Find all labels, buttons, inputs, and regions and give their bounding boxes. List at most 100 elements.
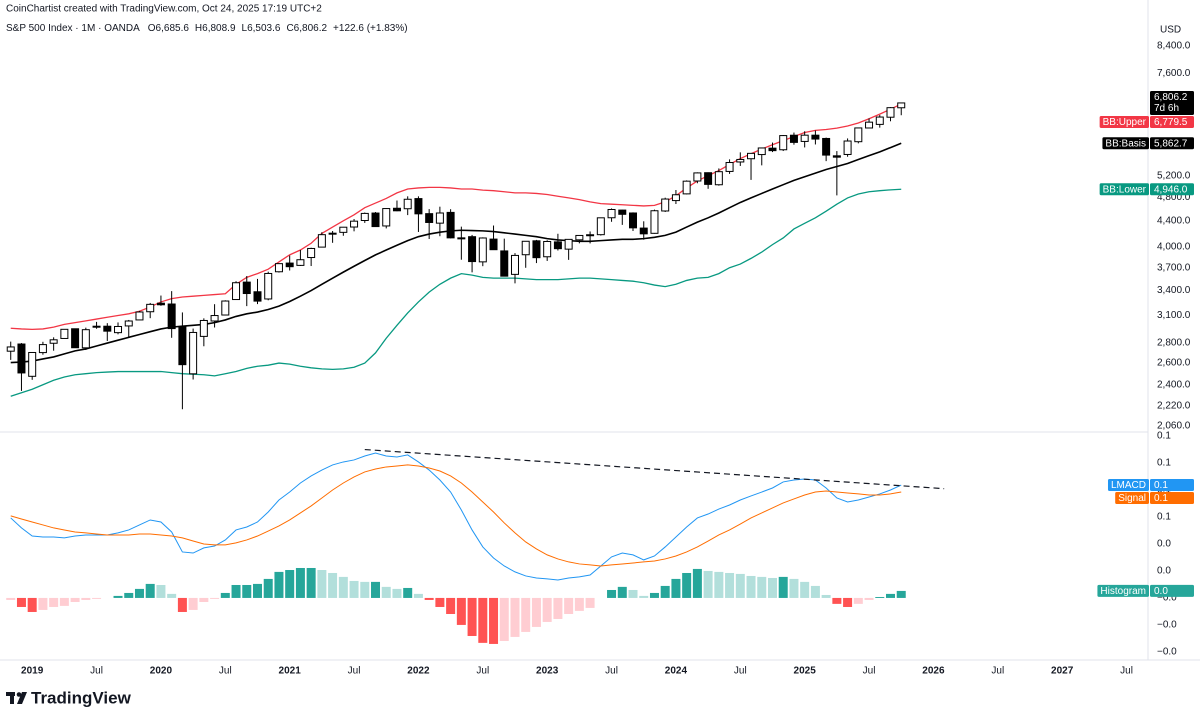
histogram-bar xyxy=(489,597,499,644)
candle-body xyxy=(232,282,241,301)
y-tick-label: 2,220.0 xyxy=(1157,400,1191,411)
candle-body xyxy=(489,238,498,251)
histogram-bar xyxy=(38,597,48,610)
ohlc-open: O6,685.6 xyxy=(148,23,190,34)
histogram-bar xyxy=(767,577,777,598)
candle-body xyxy=(425,213,434,223)
credit: CoinChartist created with TradingView.co… xyxy=(6,4,322,15)
pane xyxy=(6,102,906,410)
tag-value: 6,779.5 xyxy=(1154,117,1188,128)
histogram-bar xyxy=(585,597,595,608)
candle-body xyxy=(575,234,584,241)
candle-body xyxy=(736,158,745,163)
tag-value: 0.1 xyxy=(1154,480,1168,491)
candle-body xyxy=(714,171,723,186)
x-tick-label: Jul xyxy=(605,666,618,677)
histogram-bar xyxy=(778,576,788,598)
histogram-bar xyxy=(639,595,649,598)
tag-value-box xyxy=(1150,492,1194,505)
symbol: S&P 500 Index · 1M · OANDA xyxy=(6,23,140,34)
change: +122.6 (+1.83%) xyxy=(333,23,408,34)
indicator-line xyxy=(10,452,902,581)
ohlc-low: L6,503.6 xyxy=(242,23,281,34)
candle-body xyxy=(414,198,423,215)
histogram-bar xyxy=(660,585,670,598)
y-tick-label: 3,400.0 xyxy=(1157,285,1191,296)
x-tick-label: Jul xyxy=(991,666,1004,677)
candle-body xyxy=(650,210,659,234)
candle-body xyxy=(510,254,519,275)
x-tick-label: Jul xyxy=(90,666,103,677)
histogram-bar xyxy=(875,596,885,598)
candle-body xyxy=(457,237,466,240)
histogram-bar xyxy=(628,589,638,598)
histogram-bar xyxy=(16,597,26,607)
candle-body xyxy=(768,147,777,152)
histogram-bar xyxy=(199,597,209,602)
candle-body xyxy=(38,344,47,354)
histogram-bar xyxy=(553,597,563,619)
histogram-bar xyxy=(371,581,381,598)
candle-body xyxy=(382,208,391,227)
histogram-bar xyxy=(274,571,284,598)
candle-body xyxy=(60,328,69,339)
candle-body xyxy=(6,346,15,352)
candle-body xyxy=(500,250,509,277)
y-tick-label: −0.0 xyxy=(1157,593,1177,604)
candle-body xyxy=(285,262,294,268)
candle-body xyxy=(124,320,133,327)
histogram-bar xyxy=(220,592,230,598)
y-tick-label: 4,400.0 xyxy=(1157,216,1191,227)
histogram-bar xyxy=(531,597,541,627)
y-tick-label: 5,200.0 xyxy=(1157,170,1191,181)
ohlc-close: C6,806.2 xyxy=(286,23,327,34)
candle-body xyxy=(446,211,455,239)
y-tick-label: 7,600.0 xyxy=(1157,68,1191,79)
price-tag-value: 6,806.2 xyxy=(1154,92,1188,103)
histogram-bar xyxy=(843,597,853,607)
tag-name-box xyxy=(1099,115,1149,128)
candle-body xyxy=(564,238,573,250)
tag-name: Signal xyxy=(1118,493,1146,504)
candle-body xyxy=(350,220,359,228)
pane xyxy=(6,448,945,644)
tag-value: 0.1 xyxy=(1154,493,1168,504)
histogram-bar xyxy=(821,594,831,598)
histogram-bar xyxy=(27,597,37,612)
histogram-bar xyxy=(156,584,166,598)
histogram-bar xyxy=(252,583,262,598)
histogram-bar xyxy=(435,597,445,607)
candle-body xyxy=(607,208,616,219)
histogram-bar xyxy=(467,597,477,636)
histogram-bar xyxy=(413,593,423,598)
histogram-bar xyxy=(896,590,906,598)
candle-body xyxy=(146,303,155,313)
x-tick-label: Jul xyxy=(476,666,489,677)
bb-line xyxy=(10,142,902,364)
x-tick-label: 2026 xyxy=(922,666,945,677)
histogram-bar xyxy=(864,597,874,600)
brand-logo xyxy=(6,692,27,704)
candle-body xyxy=(17,343,26,374)
x-tick-label: 2025 xyxy=(794,666,817,677)
candle-body xyxy=(296,259,305,266)
candle-body xyxy=(789,134,798,143)
histogram-bar xyxy=(478,597,488,643)
histogram-bar xyxy=(403,587,413,598)
y-tick-label: 2,800.0 xyxy=(1157,338,1191,349)
candle-body xyxy=(189,331,198,375)
histogram-bar xyxy=(746,575,756,598)
candle-body xyxy=(693,172,702,182)
histogram-bar xyxy=(446,597,456,614)
candle-body xyxy=(478,237,487,263)
candle-body xyxy=(757,147,766,156)
histogram-bar xyxy=(832,597,842,604)
candle-body xyxy=(596,217,605,236)
histogram-bar xyxy=(338,576,348,598)
y-tick-label: 2,060.0 xyxy=(1157,421,1191,432)
histogram-bar xyxy=(210,597,220,599)
tag-name-box xyxy=(1102,137,1149,150)
candle-body xyxy=(832,155,841,158)
histogram-bar xyxy=(853,597,863,604)
histogram-bar xyxy=(145,583,155,598)
